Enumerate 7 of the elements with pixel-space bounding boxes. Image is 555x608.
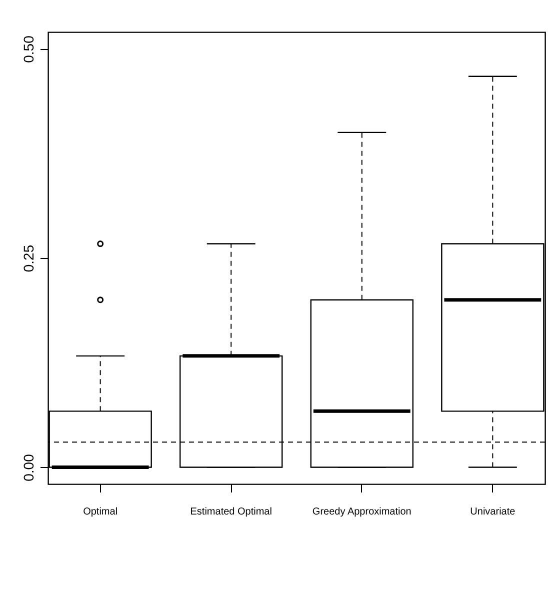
y-tick-label: 0.50 (20, 35, 36, 63)
x-tick-label: Estimated Optimal (190, 506, 272, 518)
y-tick-label: 0.25 (20, 244, 36, 272)
x-tick-label: Univariate (470, 506, 516, 518)
y-tick-label: 0.00 (20, 454, 36, 482)
x-tick-label: Greedy Approximation (312, 506, 412, 518)
x-tick-label: Optimal (83, 506, 118, 518)
